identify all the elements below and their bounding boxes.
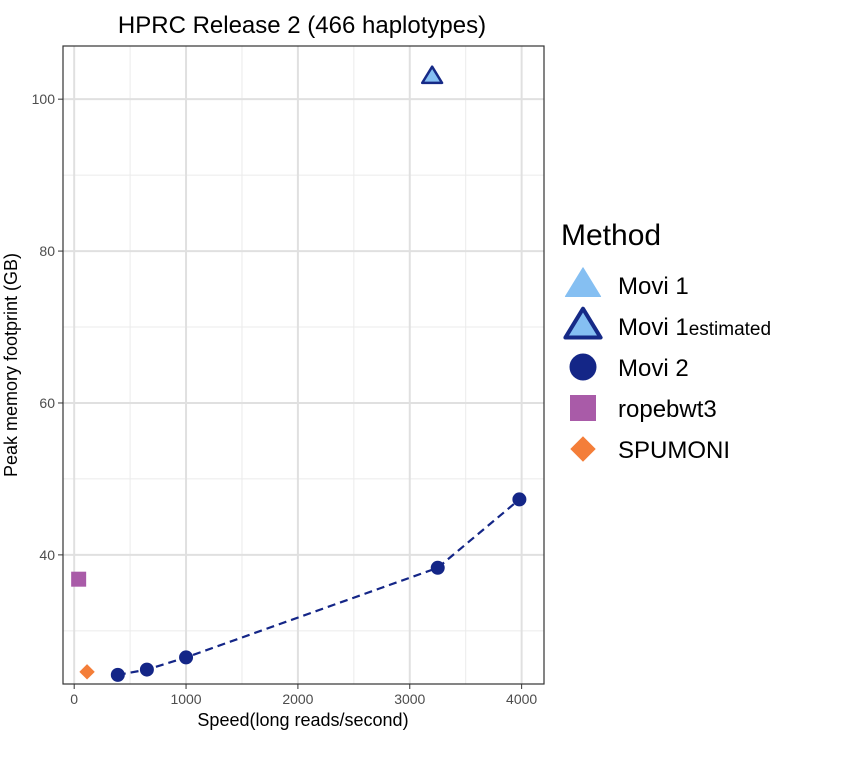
legend-label: SPUMONI	[618, 437, 730, 464]
legend-key	[563, 306, 603, 340]
y-axis-title: Peak memory footprint (GB)	[1, 253, 21, 477]
x-tick-label: 4000	[506, 691, 537, 707]
y-tick-label: 80	[39, 243, 55, 259]
data-point	[179, 650, 194, 665]
x-tick-label: 3000	[394, 691, 425, 707]
y-tick-label: 40	[39, 547, 55, 563]
legend-label: Movi 1	[618, 273, 689, 300]
legend-label-suffix: estimated	[689, 319, 771, 340]
chart-title: HPRC Release 2 (466 haplotypes)	[118, 12, 486, 39]
legend-key	[570, 395, 596, 421]
x-tick-label: 0	[70, 691, 78, 707]
data-point	[139, 662, 154, 677]
legend-title: Method	[561, 219, 661, 252]
data-point	[110, 667, 125, 682]
data-point	[71, 571, 87, 587]
legend-label: Movi 2	[618, 355, 689, 382]
x-tick-label: 1000	[170, 691, 201, 707]
legend-label: Movi 1estimated	[618, 314, 771, 341]
x-axis-title: Speed(long reads/second)	[197, 710, 408, 730]
series-line	[117, 498, 521, 676]
legend-key	[569, 353, 597, 381]
y-tick-label: 60	[39, 395, 55, 411]
data-points	[71, 65, 527, 682]
data-point	[430, 560, 445, 575]
data-point	[512, 492, 527, 507]
y-tick-label: 100	[32, 91, 56, 107]
data-point	[420, 65, 444, 85]
data-point	[79, 664, 95, 680]
grid	[63, 46, 544, 684]
legend-key	[570, 436, 596, 462]
plot-panel-border	[62, 45, 545, 685]
legend-key	[564, 267, 602, 298]
legend-label: ropebwt3	[618, 396, 717, 423]
x-tick-label: 2000	[282, 691, 313, 707]
legend: Method Movi 1 Movi 1estimated Movi 2 ropebw…	[561, 219, 771, 464]
series-lines	[117, 498, 521, 676]
axis-ticks: 0 1000 2000 3000 4000 40 60 80 100	[32, 91, 538, 707]
